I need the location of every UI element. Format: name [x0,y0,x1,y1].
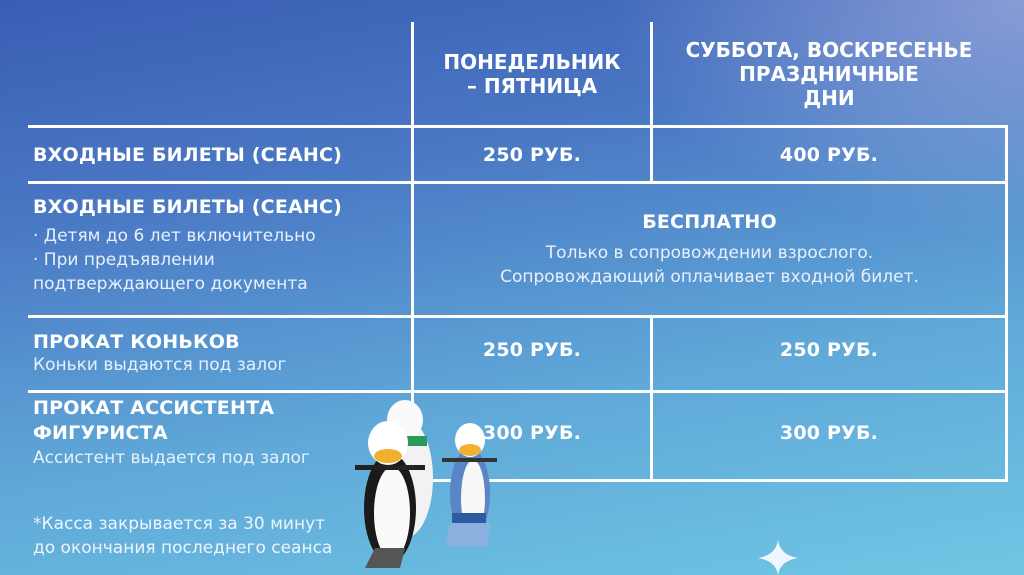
row-title: ВХОДНЫЕ БИЛЕТЫ (СЕАНС) [33,143,343,166]
row-skates: ПРОКАТ КОНЬКОВ Коньки выдаются под залог [33,318,408,390]
free-title: БЕСПЛАТНО [642,210,777,233]
table-divider [650,22,653,126]
table-divider [650,126,653,182]
penguin-small-icon [442,423,497,546]
price-weekend: 250 РУБ. [779,339,879,361]
sparkle-icon [758,540,798,575]
row-title: ПРОКАТ АССИСТЕНТА ФИГУРИСТА [33,397,275,444]
table-divider [28,390,1008,393]
row-note: · При предъявлении [33,250,215,270]
table-divider [412,479,1008,482]
row-subtitle: Коньки выдаются под залог [33,355,287,375]
row-title: ПРОКАТ КОНЬКОВ [33,331,240,353]
free-note: Только в сопровождении взрослого. [545,242,874,263]
header-weekdays: ПОНЕДЕЛЬНИК – ПЯТНИЦА [443,50,621,98]
table-divider [411,22,414,482]
header-weekends: СУББОТА, ВОСКРЕСЕНЬЕ ПРАЗДНИЧНЫЕ ДНИ [685,38,973,110]
free-note: Сопровождающий оплачивает входной билет. [500,266,919,287]
penguin-icon [355,421,425,568]
row-title: ВХОДНЫЕ БИЛЕТЫ (СЕАНС) [33,196,343,218]
table-divider [28,181,1008,184]
price-weekend: 300 РУБ. [779,422,879,444]
price-weekday: 250 РУБ. [482,143,582,166]
table-divider [1005,126,1008,482]
price-weekday: 300 РУБ. [482,422,582,444]
row-note: · Детям до 6 лет включительно [33,226,316,246]
row-note: подтверждающего документа [33,274,308,294]
price-weekday: 250 РУБ. [482,339,582,361]
row-assistant: ПРОКАТ АССИСТЕНТА ФИГУРИСТА Ассистент вы… [33,396,408,470]
price-weekend: 400 РУБ. [779,143,879,166]
table-divider [28,125,1008,128]
row-subtitle: Ассистент выдается под залог [33,448,310,468]
footnote: *Касса закрывается за 30 минут до оконча… [33,514,333,558]
free-cell: БЕСПЛАТНО Только в сопровождении взросло… [414,184,1005,315]
table-divider [28,315,1008,318]
row-children: ВХОДНЫЕ БИЛЕТЫ (СЕАНС) · Детям до 6 лет … [33,196,408,296]
table-divider [650,316,653,482]
skating-assistant-image [355,400,497,568]
